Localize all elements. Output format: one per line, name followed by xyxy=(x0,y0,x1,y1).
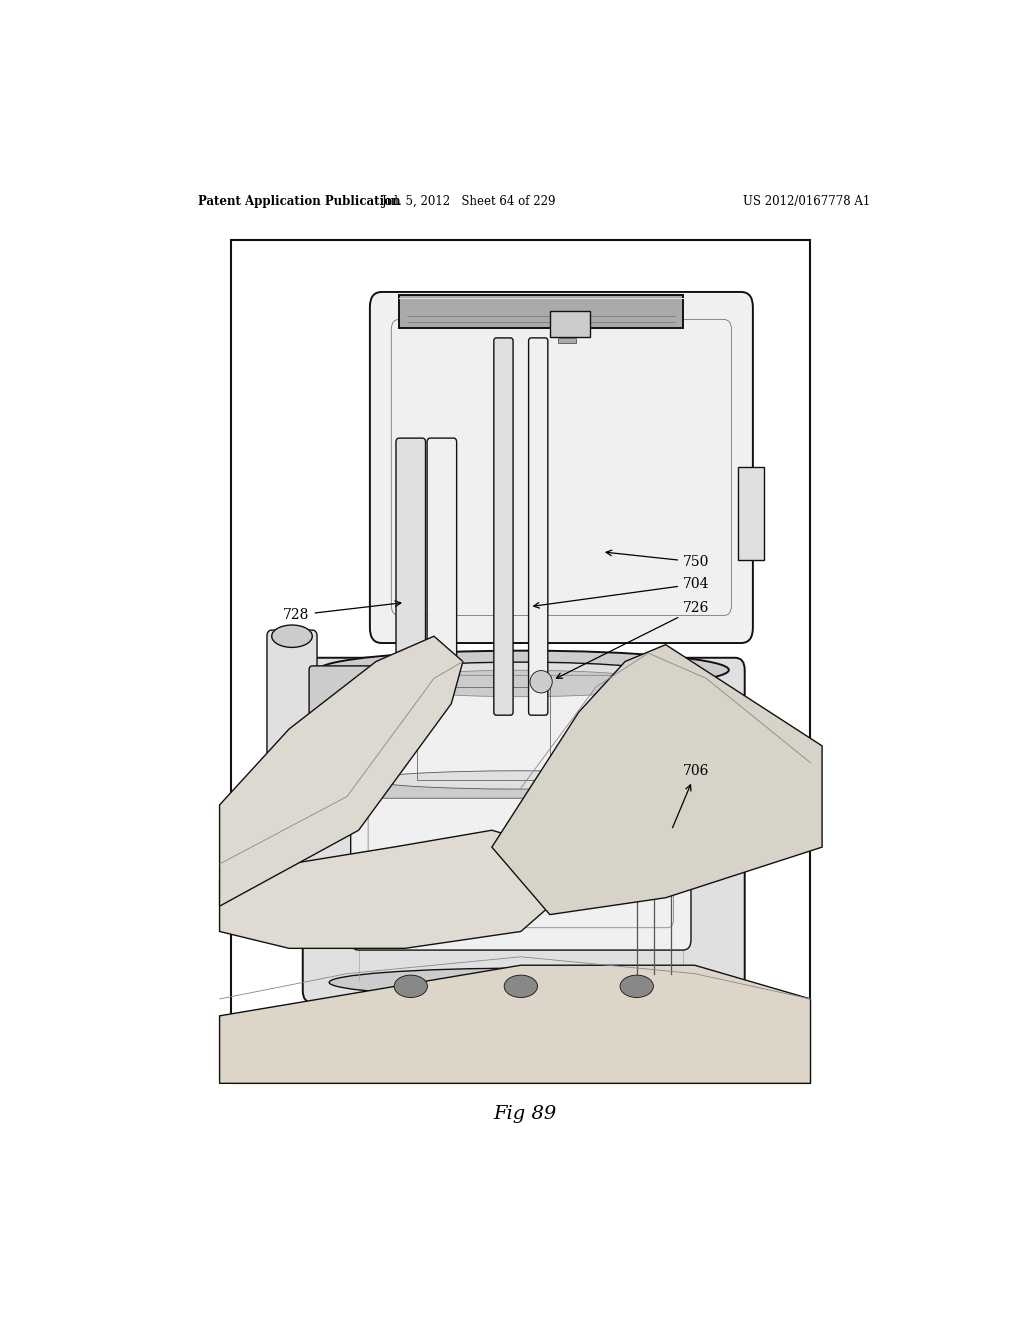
Bar xyxy=(558,338,575,343)
FancyBboxPatch shape xyxy=(370,292,753,643)
Text: 726: 726 xyxy=(556,602,710,678)
Bar xyxy=(550,312,591,337)
Ellipse shape xyxy=(504,975,538,998)
FancyBboxPatch shape xyxy=(350,668,691,950)
Ellipse shape xyxy=(378,671,664,697)
Polygon shape xyxy=(738,467,764,560)
Polygon shape xyxy=(492,644,822,915)
Ellipse shape xyxy=(355,663,686,694)
Text: Patent Application Publication: Patent Application Publication xyxy=(198,194,400,207)
Text: US 2012/0167778 A1: US 2012/0167778 A1 xyxy=(742,194,870,207)
Bar xyxy=(417,686,550,780)
Text: Fig 89: Fig 89 xyxy=(494,1105,556,1123)
Ellipse shape xyxy=(318,651,729,689)
Ellipse shape xyxy=(329,968,718,997)
FancyBboxPatch shape xyxy=(309,665,396,767)
FancyBboxPatch shape xyxy=(267,630,317,768)
Polygon shape xyxy=(219,830,579,948)
Ellipse shape xyxy=(620,975,653,998)
Text: 706: 706 xyxy=(673,764,710,828)
Ellipse shape xyxy=(530,671,552,693)
FancyBboxPatch shape xyxy=(396,438,426,682)
Text: 728: 728 xyxy=(284,601,400,622)
Ellipse shape xyxy=(394,975,427,998)
Polygon shape xyxy=(219,636,463,906)
FancyBboxPatch shape xyxy=(369,777,673,799)
FancyBboxPatch shape xyxy=(528,338,548,715)
Ellipse shape xyxy=(271,626,312,647)
Polygon shape xyxy=(219,965,811,1084)
Ellipse shape xyxy=(371,771,671,789)
Bar xyxy=(231,240,811,1084)
FancyBboxPatch shape xyxy=(494,338,513,715)
Text: 704: 704 xyxy=(534,577,710,609)
Bar xyxy=(399,294,683,329)
FancyBboxPatch shape xyxy=(303,657,744,1003)
Ellipse shape xyxy=(330,704,376,746)
FancyBboxPatch shape xyxy=(427,438,457,682)
Text: Jul. 5, 2012   Sheet 64 of 229: Jul. 5, 2012 Sheet 64 of 229 xyxy=(383,194,556,207)
Text: 750: 750 xyxy=(606,550,710,569)
